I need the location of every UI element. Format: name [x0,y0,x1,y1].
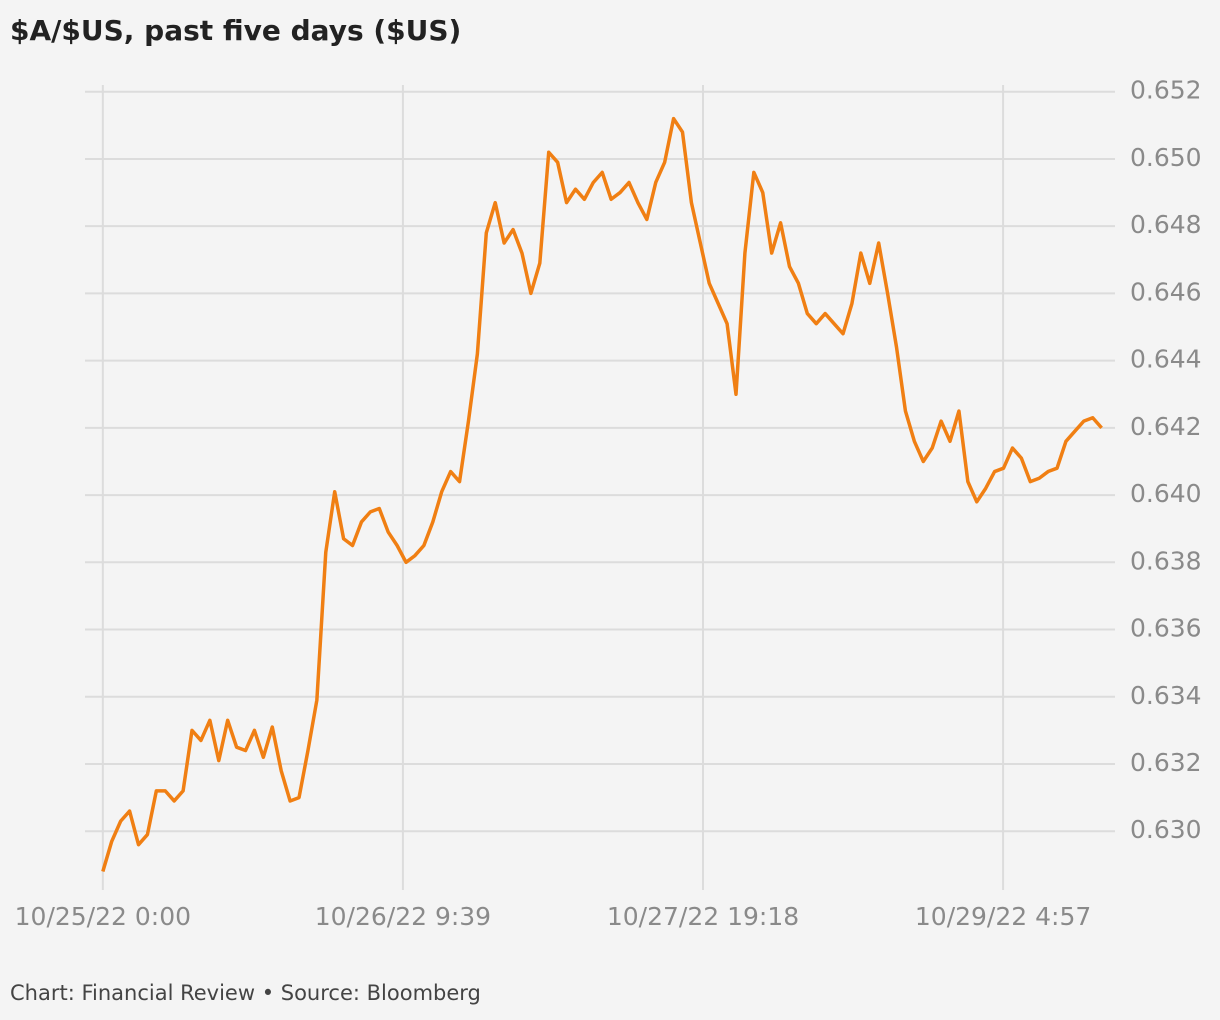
x-tick-label: 10/26/22 9:39 [315,902,491,931]
x-tick-label: 10/27/22 19:18 [607,902,799,931]
y-tick-label: 0.640 [1130,479,1202,508]
y-tick-label: 0.638 [1130,546,1202,575]
source-note: Chart: Financial Review • Source: Bloomb… [10,981,481,1005]
y-tick-label: 0.634 [1130,681,1202,710]
chart-title: $A/$US, past five days ($US) [10,14,461,47]
y-tick-label: 0.630 [1130,815,1202,844]
y-tick-label: 0.650 [1130,143,1202,172]
y-tick-label: 0.646 [1130,277,1202,306]
y-tick-label: 0.632 [1130,748,1202,777]
y-tick-label: 0.644 [1130,345,1202,374]
x-tick-label: 10/25/22 0:00 [15,902,191,931]
y-tick-label: 0.636 [1130,614,1202,643]
price-line [101,116,1103,873]
y-tick-label: 0.652 [1130,76,1202,105]
y-tick-label: 0.642 [1130,412,1202,441]
x-tick-label: 10/29/22 4:57 [915,902,1091,931]
y-tick-label: 0.648 [1130,210,1202,239]
